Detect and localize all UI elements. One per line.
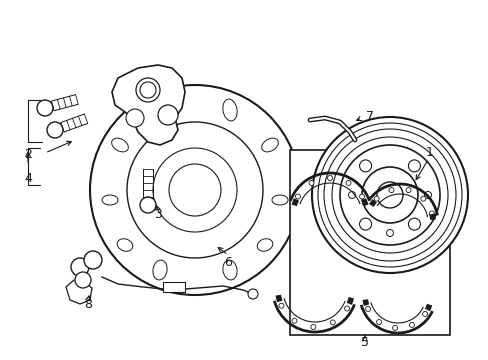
Circle shape (348, 192, 355, 198)
Text: 5: 5 (360, 336, 368, 348)
Circle shape (388, 188, 393, 193)
Circle shape (346, 180, 350, 185)
Circle shape (90, 85, 299, 295)
Text: 2: 2 (24, 148, 32, 162)
Ellipse shape (153, 260, 167, 280)
Circle shape (153, 148, 237, 232)
Circle shape (420, 196, 425, 201)
Ellipse shape (223, 99, 237, 121)
Circle shape (376, 320, 381, 324)
Circle shape (405, 188, 410, 193)
Ellipse shape (153, 99, 167, 121)
Text: 7: 7 (365, 111, 373, 123)
Circle shape (71, 258, 89, 276)
Circle shape (344, 306, 349, 311)
Circle shape (407, 218, 420, 230)
Circle shape (428, 211, 433, 216)
Text: 8: 8 (84, 298, 92, 311)
Circle shape (331, 137, 447, 253)
Circle shape (295, 194, 300, 199)
Circle shape (376, 182, 402, 208)
Circle shape (422, 311, 427, 316)
Ellipse shape (257, 239, 272, 251)
Circle shape (359, 194, 364, 199)
Circle shape (278, 303, 284, 308)
Ellipse shape (223, 260, 237, 280)
Ellipse shape (111, 138, 128, 152)
Circle shape (365, 306, 370, 311)
Ellipse shape (102, 195, 118, 205)
Circle shape (37, 100, 53, 116)
Text: 3: 3 (154, 208, 162, 221)
Circle shape (359, 160, 371, 172)
Circle shape (408, 323, 414, 327)
Circle shape (169, 164, 221, 216)
Circle shape (407, 160, 420, 172)
Circle shape (136, 78, 160, 102)
Circle shape (327, 175, 332, 180)
Circle shape (424, 192, 430, 198)
Circle shape (311, 117, 467, 273)
Polygon shape (66, 280, 92, 304)
Circle shape (386, 230, 393, 237)
Ellipse shape (261, 138, 278, 152)
Circle shape (126, 109, 143, 127)
Circle shape (84, 251, 102, 269)
Circle shape (127, 122, 263, 258)
Circle shape (359, 218, 371, 230)
Circle shape (308, 180, 313, 185)
Circle shape (247, 289, 258, 299)
Circle shape (361, 167, 417, 223)
Bar (289, 150, 449, 335)
Circle shape (392, 325, 397, 330)
Circle shape (75, 272, 91, 288)
Circle shape (324, 129, 455, 261)
Bar (163, 282, 184, 292)
Circle shape (373, 196, 378, 201)
Circle shape (158, 105, 178, 125)
Text: 6: 6 (224, 256, 231, 269)
Ellipse shape (271, 195, 287, 205)
Text: 4: 4 (24, 171, 32, 184)
Circle shape (329, 320, 335, 325)
Ellipse shape (117, 239, 133, 251)
Circle shape (291, 318, 296, 323)
Circle shape (140, 197, 156, 213)
Circle shape (310, 324, 315, 329)
Polygon shape (112, 65, 184, 145)
Text: 1: 1 (425, 145, 433, 158)
Circle shape (47, 122, 63, 138)
Circle shape (317, 123, 461, 267)
Circle shape (339, 145, 439, 245)
